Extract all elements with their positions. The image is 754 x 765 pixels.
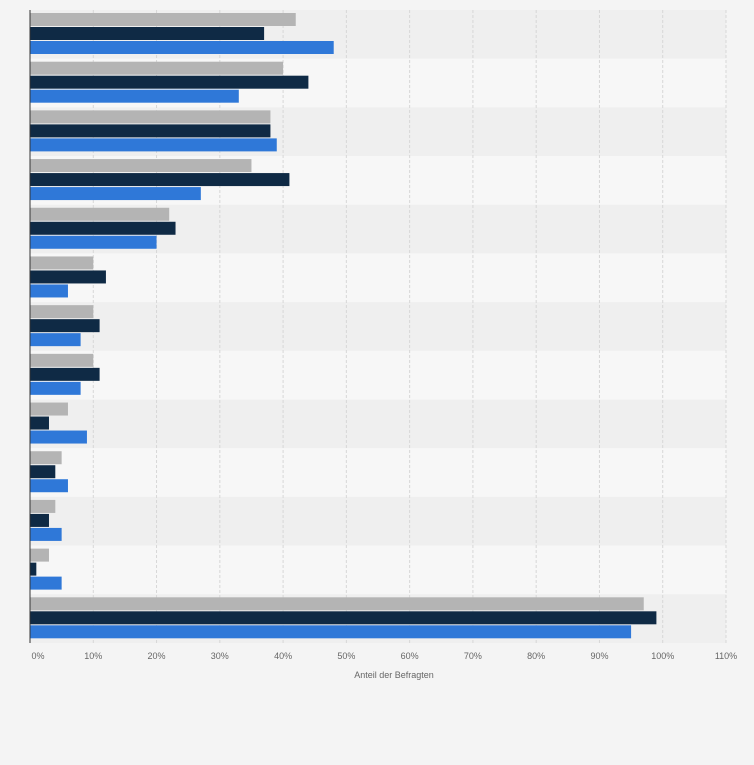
bar: [30, 270, 106, 284]
bar: [30, 75, 309, 89]
bar: [30, 548, 49, 562]
category-band: [30, 399, 726, 449]
bar: [30, 187, 201, 201]
bar: [30, 451, 62, 465]
x-tick-label: 10%: [84, 651, 102, 661]
x-tick-label: 30%: [211, 651, 229, 661]
bar: [30, 207, 170, 221]
bar: [30, 562, 37, 576]
bar: [30, 235, 157, 249]
bar: [30, 353, 94, 367]
bar: [30, 61, 284, 75]
bar: [30, 110, 271, 124]
x-tick-labels: 0% 10% 20% 30% 40% 50% 60% 70% 80% 90% 100% 110%: [31, 651, 737, 661]
bar: [30, 221, 176, 235]
bar: [30, 479, 68, 493]
category-band: [30, 545, 726, 595]
x-tick-label: 90%: [590, 651, 608, 661]
category-band: [30, 350, 726, 400]
bar: [30, 27, 265, 40]
bar: [30, 576, 62, 590]
x-tick-label: 100%: [651, 651, 674, 661]
bar: [30, 465, 56, 479]
category-band: [30, 302, 726, 351]
bar: [30, 625, 632, 639]
bar: [30, 527, 62, 541]
x-tick-label: 110%: [715, 651, 737, 661]
category-band: [30, 448, 726, 497]
bar: [30, 13, 296, 26]
bar: [30, 416, 49, 430]
bar: [30, 256, 94, 270]
bar: [30, 138, 277, 152]
bar: [30, 499, 56, 513]
bar: [30, 611, 657, 625]
x-tick-label: 50%: [337, 651, 355, 661]
bar: [30, 89, 239, 103]
x-tick-label: 40%: [274, 651, 292, 661]
bar: [30, 597, 644, 611]
bar: [30, 430, 87, 444]
category-band: [30, 496, 726, 546]
x-axis-label: Anteil der Befragten: [354, 670, 434, 680]
bar: [30, 305, 94, 319]
x-tick-label: 60%: [401, 651, 419, 661]
bar: [30, 319, 100, 333]
bars: [30, 13, 657, 639]
bar: [30, 173, 290, 187]
bar: [30, 41, 334, 54]
x-tick-label: 80%: [527, 651, 545, 661]
bar: [30, 333, 81, 347]
bar: [30, 124, 271, 138]
category-bands: [30, 10, 726, 643]
bar: [30, 402, 68, 416]
category-band: [30, 253, 726, 303]
bar: [30, 367, 100, 381]
bar: [30, 381, 81, 395]
x-tick-label: 0%: [31, 651, 44, 661]
x-tick-label: 70%: [464, 651, 482, 661]
bar: [30, 513, 49, 527]
x-tick-label: 20%: [148, 651, 166, 661]
bar: [30, 284, 68, 298]
bar: [30, 159, 252, 173]
